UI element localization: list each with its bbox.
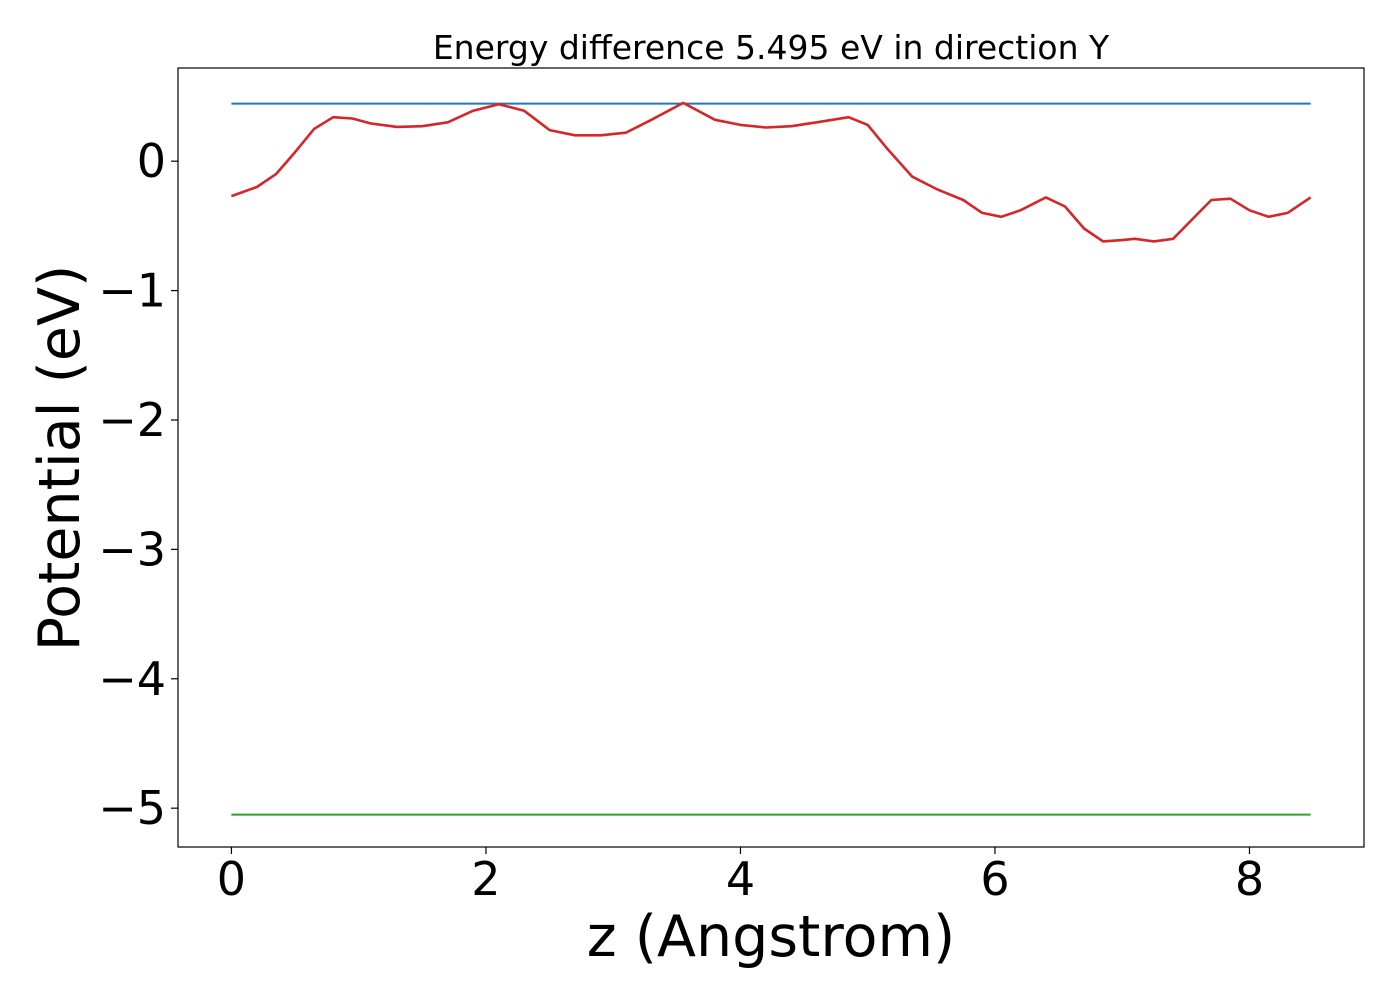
y-tick-label: −5 (98, 781, 166, 835)
y-axis-ticks: 0 −1 −2 −3 −4 −5 (98, 134, 178, 835)
plot-frame (177, 67, 1365, 848)
x-tick-label: 4 (726, 852, 755, 906)
plot-series (230, 101, 1312, 816)
x-tick-label: 0 (217, 852, 246, 906)
y-tick-label: −1 (98, 264, 166, 318)
y-axis-label: Potential (eV) (27, 265, 93, 651)
y-tick-label: −4 (98, 652, 166, 706)
y-tick-label: −2 (98, 393, 166, 447)
x-tick-label: 8 (1235, 852, 1264, 906)
chart-title: Energy difference 5.495 eV in direction … (433, 28, 1110, 67)
x-tick-label: 2 (471, 852, 500, 906)
series-line-1 (230, 101, 1312, 243)
y-tick-label: 0 (137, 134, 166, 188)
x-axis-label: z (Angstrom) (587, 904, 955, 970)
x-tick-label: 6 (980, 852, 1009, 906)
x-axis-ticks: 0 2 4 6 8 (217, 847, 1264, 906)
y-tick-label: −3 (98, 522, 166, 576)
